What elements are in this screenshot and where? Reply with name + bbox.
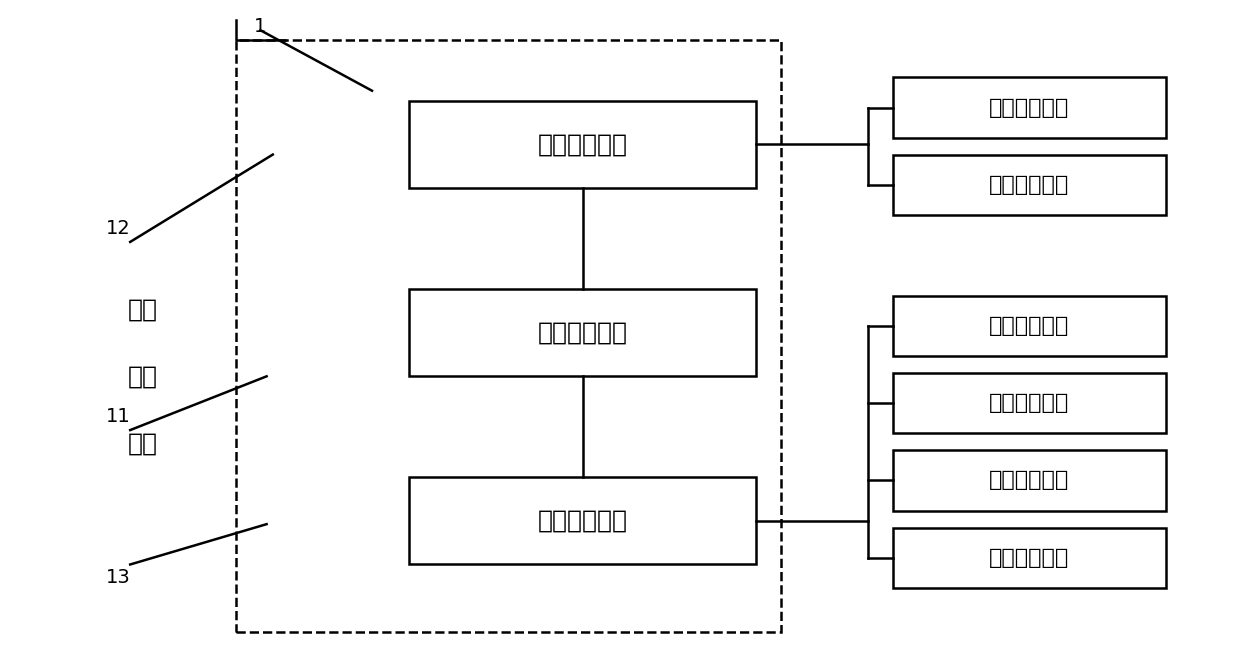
Text: 12: 12: [105, 219, 130, 238]
Text: 环境判别模块: 环境判别模块: [538, 509, 627, 533]
Text: 需求预测单元: 需求预测单元: [990, 470, 1069, 491]
FancyBboxPatch shape: [893, 155, 1166, 215]
FancyBboxPatch shape: [409, 477, 756, 564]
Text: 管理: 管理: [128, 364, 157, 388]
Text: 中央处理模块: 中央处理模块: [538, 321, 627, 345]
Text: 1: 1: [254, 17, 267, 36]
Text: 模式调节模块: 模式调节模块: [538, 132, 627, 157]
Text: 比对分析单元: 比对分析单元: [990, 316, 1069, 336]
Text: 昼夜更替单元: 昼夜更替单元: [990, 175, 1069, 195]
Text: 周期调节单元: 周期调节单元: [990, 97, 1069, 118]
FancyBboxPatch shape: [893, 450, 1166, 511]
Text: 区域定位单元: 区域定位单元: [990, 393, 1069, 413]
Text: 13: 13: [105, 569, 130, 587]
FancyBboxPatch shape: [893, 373, 1166, 433]
Text: 状态显示单元: 状态显示单元: [990, 548, 1069, 568]
FancyBboxPatch shape: [893, 77, 1166, 138]
FancyBboxPatch shape: [893, 296, 1166, 356]
Text: 11: 11: [105, 407, 130, 426]
Text: 服务: 服务: [128, 297, 157, 321]
FancyBboxPatch shape: [409, 289, 756, 376]
FancyBboxPatch shape: [409, 101, 756, 188]
FancyBboxPatch shape: [893, 528, 1166, 588]
Text: 终端: 终端: [128, 431, 157, 456]
FancyBboxPatch shape: [236, 40, 781, 632]
